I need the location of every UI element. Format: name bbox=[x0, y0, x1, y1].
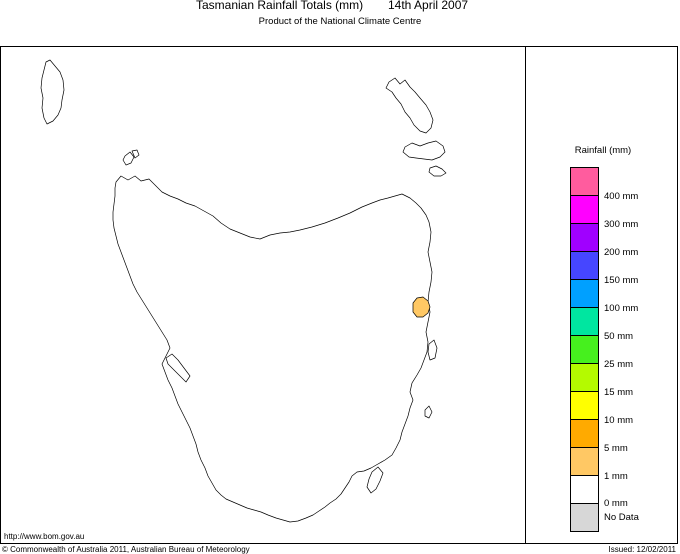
bruny-island-outline bbox=[366, 466, 384, 494]
legend-swatch-300-400 bbox=[571, 196, 598, 224]
legend-label-200: 200 mm bbox=[604, 247, 639, 258]
legend-swatch-5-10 bbox=[571, 420, 598, 448]
legend-label-25: 25 mm bbox=[604, 359, 634, 370]
map-header: Tasmanian Rainfall Totals (mm) 14th Apri… bbox=[0, 0, 680, 14]
king-island-outline bbox=[40, 59, 65, 125]
map-date: 14th April 2007 bbox=[388, 0, 469, 12]
legend-swatch-100-150 bbox=[571, 280, 598, 308]
three-hummock-island-outline bbox=[131, 149, 140, 159]
legend-swatch-150-200 bbox=[571, 252, 598, 280]
legend-label-150: 150 mm bbox=[604, 275, 639, 286]
map-title: Tasmanian Rainfall Totals (mm) bbox=[196, 0, 364, 12]
map-frame bbox=[0, 46, 678, 544]
legend-swatch-10-15 bbox=[571, 392, 598, 420]
legend-swatch-no-data bbox=[571, 504, 598, 531]
legend-divider bbox=[525, 46, 526, 544]
flinders-island-outline bbox=[385, 77, 434, 134]
legend-label-0: 0 mm bbox=[604, 498, 628, 509]
tasmania-mainland-outline bbox=[112, 175, 433, 523]
legend-label-5: 5 mm bbox=[604, 443, 628, 454]
legend-swatch-200-300 bbox=[571, 224, 598, 252]
macquarie-harbour-outline bbox=[165, 353, 191, 383]
rain-area-1-5mm bbox=[412, 296, 431, 318]
bom-url-link[interactable]: http://www.bom.gov.au bbox=[4, 532, 85, 541]
legend-swatch-15-25 bbox=[571, 364, 598, 392]
legend-title: Rainfall (mm) bbox=[574, 145, 632, 156]
legend-label-1: 1 mm bbox=[604, 471, 628, 482]
legend-label-15: 15 mm bbox=[604, 387, 634, 398]
legend-label-100: 100 mm bbox=[604, 303, 639, 314]
legend-color-bar bbox=[570, 167, 599, 532]
legend-swatch-50-100 bbox=[571, 308, 598, 336]
robbins-island-outline bbox=[122, 151, 135, 166]
cape-barren-island-outline bbox=[402, 140, 446, 161]
legend-label-400: 400 mm bbox=[604, 191, 639, 202]
issued-date: Issued: 12/02/2011 bbox=[608, 545, 676, 554]
copyright-notice: © Commonwealth of Australia 2011, Austra… bbox=[2, 545, 250, 554]
legend-swatch-25-50 bbox=[571, 336, 598, 364]
legend-swatch-above-400 bbox=[571, 168, 598, 196]
tasmania-map bbox=[40, 59, 447, 523]
freycinet-peninsula-outline bbox=[427, 339, 438, 361]
maria-island-outline bbox=[424, 405, 433, 419]
legend-label-10: 10 mm bbox=[604, 415, 634, 426]
legend-label-no-data: No Data bbox=[604, 512, 639, 523]
legend-label-50: 50 mm bbox=[604, 331, 634, 342]
legend-swatch-0-1 bbox=[571, 476, 598, 504]
clarke-island-outline bbox=[428, 165, 447, 177]
legend-swatch-1-5 bbox=[571, 448, 598, 476]
legend-label-300: 300 mm bbox=[604, 219, 639, 230]
map-subtitle: Product of the National Climate Centre bbox=[258, 16, 422, 27]
